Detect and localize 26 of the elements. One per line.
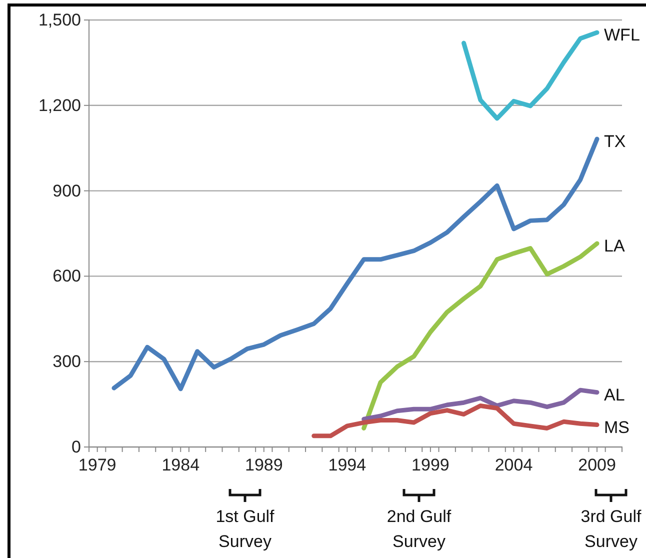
y-tick-label: 300 — [52, 352, 81, 372]
line-series — [362, 241, 600, 430]
series-label: MS — [604, 418, 630, 437]
series-label: LA — [604, 236, 626, 256]
x-tick-label: 1979 — [78, 455, 116, 474]
line-series — [362, 388, 600, 422]
x-tick-label: 1999 — [412, 455, 450, 474]
series-label: AL — [604, 385, 625, 404]
text: 2nd Gulf Survey — [386, 507, 452, 551]
y-tick-label: 600 — [52, 266, 81, 286]
x-tick-label: 2004 — [494, 455, 533, 474]
series-label: WFL — [604, 26, 640, 45]
y-tick-label: 0 — [72, 437, 81, 456]
y-tick-label: 900 — [52, 181, 81, 200]
series-label: TX — [604, 132, 626, 151]
x-tick-label: 2009 — [578, 455, 616, 474]
line-series — [112, 136, 600, 392]
line-series — [312, 403, 600, 438]
y-tick-label: 1,500 — [38, 10, 81, 30]
x-tick-label: 1989 — [244, 455, 283, 474]
y-tick-label: 1,200 — [38, 96, 81, 115]
line-series — [462, 30, 600, 121]
x-tick-label: 1994 — [328, 455, 366, 474]
text: 3rd Gulf Survey — [580, 507, 642, 551]
text: 1st Gulf Survey — [216, 507, 275, 551]
x-tick-label: 1984 — [162, 455, 200, 474]
